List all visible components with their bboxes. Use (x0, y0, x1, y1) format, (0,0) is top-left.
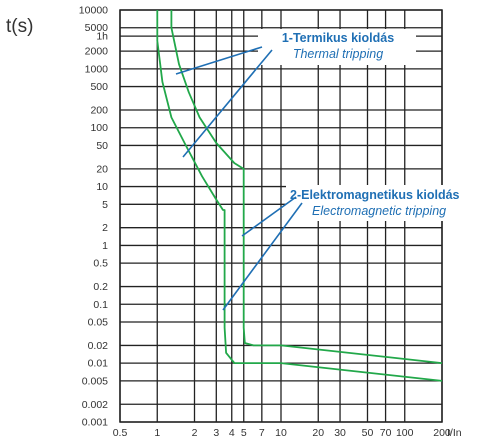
curve-min (156, 10, 443, 382)
magnetic-arrow-upper (241, 196, 297, 237)
y-tick-label: 1 (102, 240, 108, 252)
y-tick-label: 10 (96, 181, 108, 193)
thermal-arrow-upper (175, 46, 263, 75)
x-tick-label: 0.5 (113, 427, 128, 439)
annotation-1-box (258, 29, 416, 65)
x-tick-label: 7 (259, 427, 265, 439)
annotation-1-subtitle: Thermal tripping (293, 47, 383, 61)
x-tick-label: 4 (229, 427, 235, 439)
x-axis-label: I/In (447, 427, 462, 439)
y-tick-label: 500 (90, 81, 108, 93)
y-axis-label: t(s) (6, 16, 33, 37)
y-tick-label: 0.5 (93, 258, 108, 270)
curve-max (170, 10, 443, 364)
y-tick-label: 2 (102, 222, 108, 234)
magnetic-arrow-lower (222, 202, 303, 311)
x-tick-label: 30 (334, 427, 346, 439)
y-tick-label: 2000 (85, 46, 109, 58)
tick-labels: 0.5 1 2 3 4 5 7 10 20 30 50 70 100 2001000050001h2000… (79, 5, 451, 440)
y-tick-label: 5000 (85, 22, 109, 34)
y-tick-label: 50 (96, 140, 108, 152)
curves (156, 10, 443, 382)
thermal-arrow-lower (182, 49, 273, 158)
x-tick-label: 2 (192, 427, 198, 439)
x-tick-label: 50 (362, 427, 374, 439)
y-tick-label: 0.002 (82, 399, 108, 411)
x-tick-label: 1 (154, 427, 160, 439)
x-tick-label: 200 (433, 427, 451, 439)
y-tick-label: 0.2 (93, 281, 108, 293)
y-tick-label: 1000 (85, 63, 109, 75)
y-tick-label: 0.01 (88, 358, 109, 370)
y-tick-label: 0.05 (88, 317, 109, 329)
y-tick-label: 0.001 (82, 417, 108, 429)
annotation-2-title: 2-Elektromagnetikus kioldás (290, 188, 460, 202)
x-tick-label: 10 (275, 427, 287, 439)
y-tick-label: 0.1 (93, 299, 108, 311)
y-tick-label: 200 (90, 104, 108, 116)
annotations: 1-Termikus kioldás Thermal tripping 2-Elek… (175, 29, 480, 311)
y-tick-label: 0.005 (82, 375, 108, 387)
annotation-2-box (286, 185, 480, 221)
y-tick-label: 10000 (79, 5, 108, 17)
y-tick-label: 20 (96, 163, 108, 175)
annotation-1-title: 1-Termikus kioldás (282, 31, 394, 45)
x-tick-label: 70 (380, 427, 392, 439)
y-tick-label: 5 (102, 199, 108, 211)
y-tick-label: 1h (96, 31, 108, 43)
annotation-2-subtitle: Electromagnetic tripping (312, 204, 446, 218)
x-tick-label: 5 (241, 427, 247, 439)
y-tick-label: 0.02 (88, 340, 109, 352)
x-tick-label: 3 (213, 427, 219, 439)
y-tick-label: 100 (90, 122, 108, 134)
x-tick-label: 100 (396, 427, 414, 439)
x-tick-label: 20 (312, 427, 324, 439)
